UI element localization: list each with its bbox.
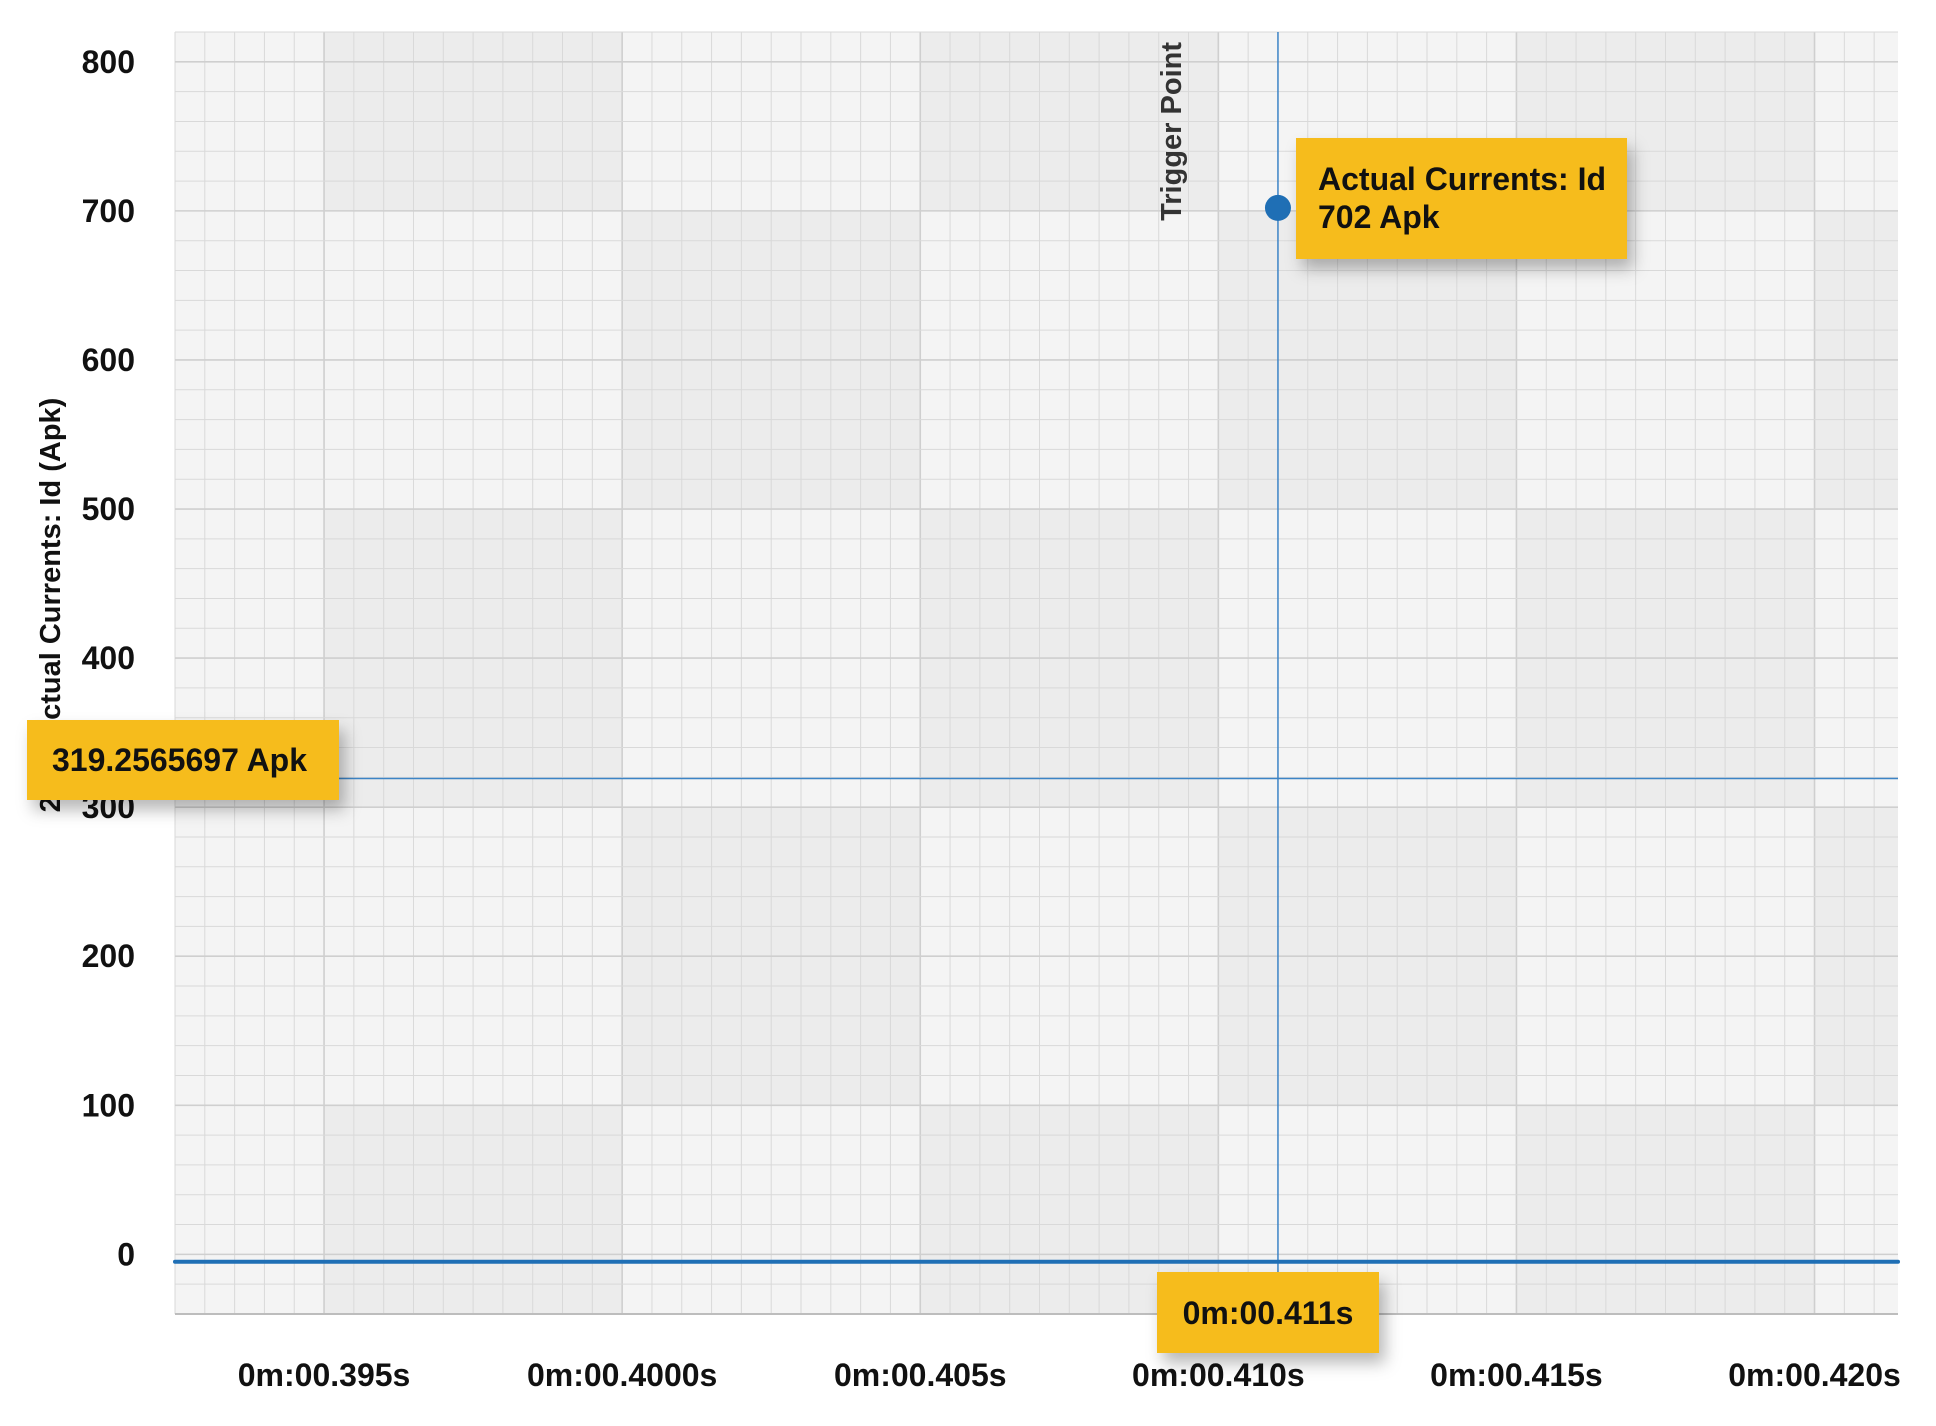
y-tick-label: 800 (82, 44, 135, 80)
y-readout-text: 319.2565697 Apk (52, 742, 307, 778)
x-tick-labels: 0m:00.395s 0m:00.4000s 0m:00.405s 0m:00.410… (238, 1357, 1901, 1393)
point-value-callout (1296, 138, 1627, 259)
x-readout-box (1157, 1272, 1379, 1353)
x-tick-label: 0m:00.410s (1132, 1357, 1305, 1393)
y-tick-label: 600 (82, 342, 135, 378)
x-readout-callout (1157, 1272, 1379, 1353)
y-tick-label: 200 (82, 938, 135, 974)
y-tick-label: 0 (117, 1236, 135, 1272)
point-marker[interactable] (1264, 194, 1291, 221)
x-tick-label: 0m:00.405s (834, 1357, 1007, 1393)
y-tick-label: 100 (82, 1087, 135, 1123)
point-value-callout-box (1296, 138, 1627, 259)
gridlines (174, 31, 1898, 1315)
y-readout-box (27, 720, 339, 800)
point-value-callout-value: 702 Apk (1318, 199, 1440, 235)
y-tick-label: 700 (82, 193, 135, 229)
x-tick-label: 0m:00.420s (1728, 1357, 1901, 1393)
trigger-point-label: Trigger Point (1156, 42, 1188, 221)
point-value-callout-title: Actual Currents: Id (1318, 161, 1606, 197)
y-readout-callout (27, 720, 339, 800)
y-tick-label: 500 (82, 491, 135, 527)
x-tick-label: 0m:00.395s (238, 1357, 411, 1393)
x-readout-text: 0m:00.411s (1183, 1295, 1354, 1331)
x-tick-label: 0m:00.415s (1430, 1357, 1603, 1393)
x-tick-label: 0m:00.4000s (527, 1357, 717, 1393)
y-tick-label: 400 (82, 640, 135, 676)
